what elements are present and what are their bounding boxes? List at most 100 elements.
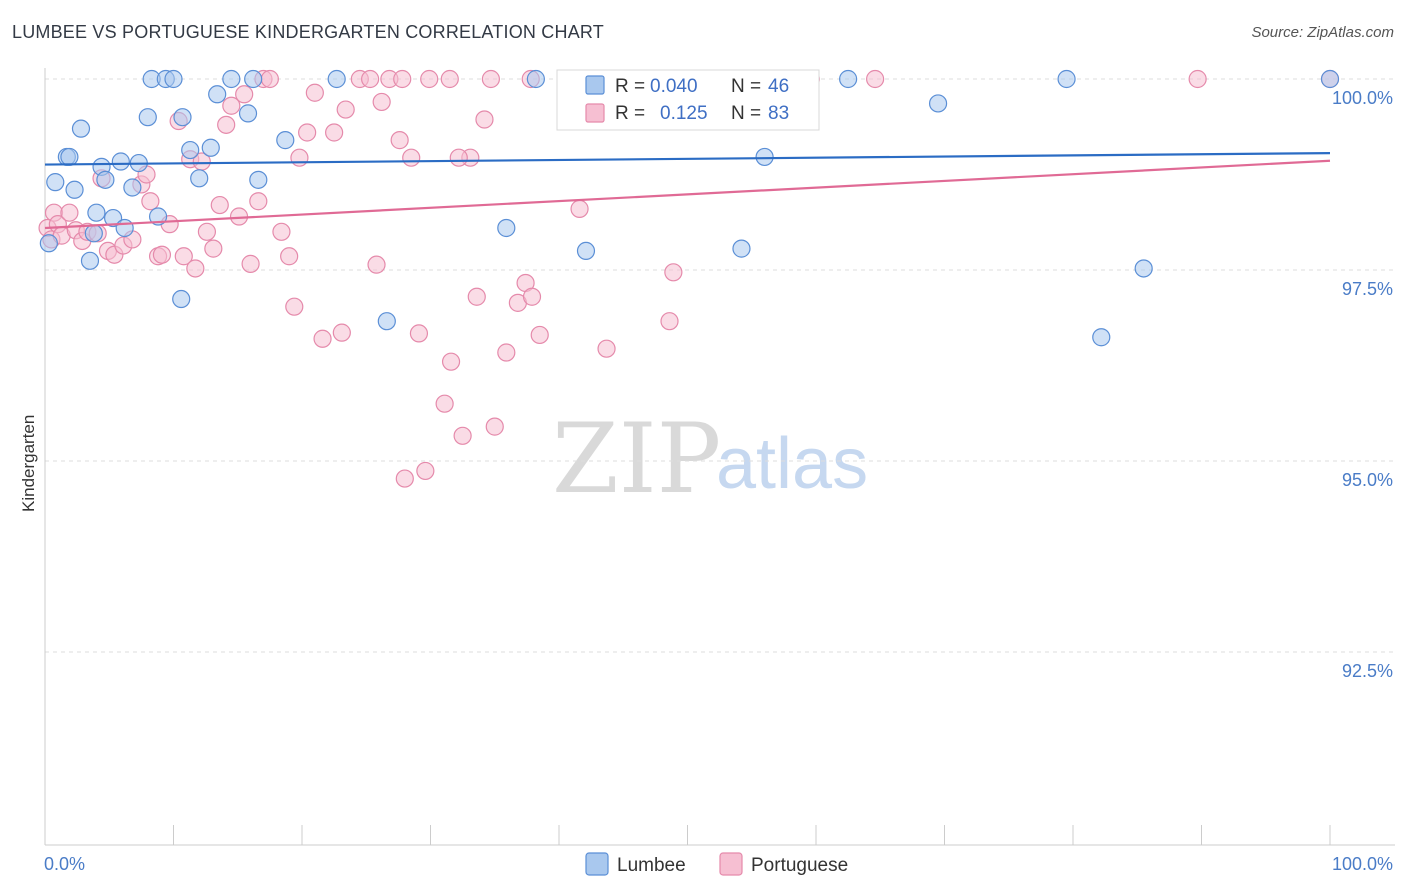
legend-swatch-portuguese [585, 103, 605, 123]
lumbee-point-44 [60, 147, 79, 167]
lumbee-point-33 [526, 69, 545, 89]
lumbee-point-10 [111, 152, 130, 171]
lumbee-point-37 [755, 147, 774, 167]
portuguese-point-52 [390, 131, 409, 150]
axes [44, 68, 1395, 846]
lumbee-point-20 [173, 108, 192, 127]
legend-r-value-1: 0.040 [650, 76, 698, 97]
lumbee-point-30 [327, 69, 346, 89]
portuguese-point-44 [325, 123, 344, 142]
portuguese-point-56 [420, 69, 439, 89]
portuguese-point-79 [395, 469, 414, 488]
legend-r-label-1: R = [615, 76, 645, 97]
portuguese-point-37 [272, 222, 291, 241]
y-tick-label-3: 92.5% [1342, 661, 1393, 681]
portuguese-point-71 [660, 312, 679, 331]
lumbee-point-5 [80, 251, 100, 270]
lumbee-point-3 [65, 180, 84, 199]
portuguese-point-39 [285, 297, 304, 316]
bottom-legend-lumbee: Lumbee [617, 855, 686, 876]
bottom-legend-portuguese: Portuguese [751, 855, 848, 876]
portuguese-point-68 [530, 325, 549, 345]
lumbee-point-31 [377, 312, 396, 331]
portuguese-points [38, 69, 1340, 488]
lumbee-point-25 [222, 69, 241, 89]
x-tick-label-1: 100.0% [1332, 854, 1393, 874]
portuguese-point-30 [222, 96, 241, 115]
portuguese-point-81 [1188, 69, 1207, 89]
portuguese-point-5 [60, 203, 79, 222]
lumbee-point-32 [497, 218, 516, 238]
lumbee-point-29 [276, 131, 295, 150]
portuguese-point-80 [481, 69, 500, 89]
portuguese-point-42 [305, 83, 324, 102]
series-legend: Lumbee Portuguese [585, 852, 848, 876]
legend-n-value-1: 46 [768, 76, 789, 97]
gridlines [45, 78, 1395, 653]
lumbee-point-41 [1092, 328, 1111, 347]
portuguese-point-67 [522, 287, 542, 306]
chart-title: LUMBEE VS PORTUGUESE KINDERGARTEN CORREL… [12, 22, 604, 42]
legend-swatch-lumbee [585, 75, 605, 95]
portuguese-point-72 [664, 263, 683, 282]
portuguese-point-43 [313, 329, 332, 348]
portuguese-point-45 [332, 323, 351, 342]
watermark-atlas: atlas [716, 424, 868, 504]
portuguese-point-58 [441, 352, 461, 371]
y-tick-labels: 100.0% 97.5% 95.0% 92.5% [1332, 88, 1393, 681]
legend-n-label-2: N = [731, 103, 761, 124]
portuguese-point-26 [197, 222, 217, 241]
portuguese-point-53 [402, 148, 421, 167]
lumbee-point-11 [115, 218, 134, 238]
lumbee-point-38 [839, 69, 858, 89]
y-tick-label-2: 95.0% [1342, 470, 1393, 490]
portuguese-point-28 [210, 195, 229, 215]
lumbee-point-1 [46, 173, 65, 192]
source-label: Source: ZipAtlas.com [1251, 24, 1394, 41]
y-tick-label-0: 100.0% [1332, 88, 1393, 108]
lumbee-point-26 [238, 104, 258, 123]
portuguese-point-38 [280, 247, 299, 266]
portuguese-point-50 [372, 92, 391, 112]
portuguese-point-64 [497, 343, 516, 362]
lumbee-point-28 [249, 170, 268, 189]
portuguese-point-63 [485, 417, 504, 436]
portuguese-point-62 [475, 110, 494, 129]
lumbee-point-19 [172, 289, 191, 309]
portuguese-point-40 [290, 148, 309, 167]
portuguese-point-48 [361, 69, 380, 89]
lumbee-point-22 [190, 169, 209, 188]
portuguese-point-41 [298, 123, 317, 142]
legend-r-value-2: 0.125 [660, 103, 708, 124]
lumbee-point-6 [84, 224, 103, 243]
portuguese-point-36 [260, 69, 279, 89]
lumbee-point-0 [39, 234, 58, 253]
lumbee-points [39, 69, 1340, 347]
portuguese-point-34 [249, 192, 268, 211]
portuguese-point-49 [367, 255, 386, 274]
portuguese-point-74 [866, 69, 885, 89]
lumbee-point-23 [201, 138, 220, 157]
portuguese-point-22 [174, 247, 193, 266]
lumbee-point-40 [1057, 69, 1076, 89]
lumbee-point-9 [104, 208, 123, 228]
lumbee-point-24 [208, 85, 227, 104]
portuguese-point-24 [186, 259, 205, 278]
lumbee-point-8 [96, 170, 115, 189]
portuguese-point-32 [235, 85, 254, 104]
portuguese-point-27 [204, 239, 223, 258]
lumbee-point-36 [732, 239, 751, 258]
lumbee-point-45 [87, 203, 106, 222]
lumbee-point-12 [123, 178, 142, 197]
lumbee-point-14 [138, 108, 157, 127]
portuguese-point-46 [336, 100, 355, 119]
portuguese-point-61 [467, 287, 486, 306]
legend-r-label-2: R = [615, 103, 645, 124]
trend-lines [44, 152, 1331, 230]
bottom-legend-swatch-portuguese [719, 852, 743, 876]
lumbee-point-39 [928, 94, 948, 113]
portuguese-point-59 [453, 426, 472, 445]
lumbee-point-4 [71, 119, 91, 138]
lumbee-point-18 [164, 69, 183, 89]
